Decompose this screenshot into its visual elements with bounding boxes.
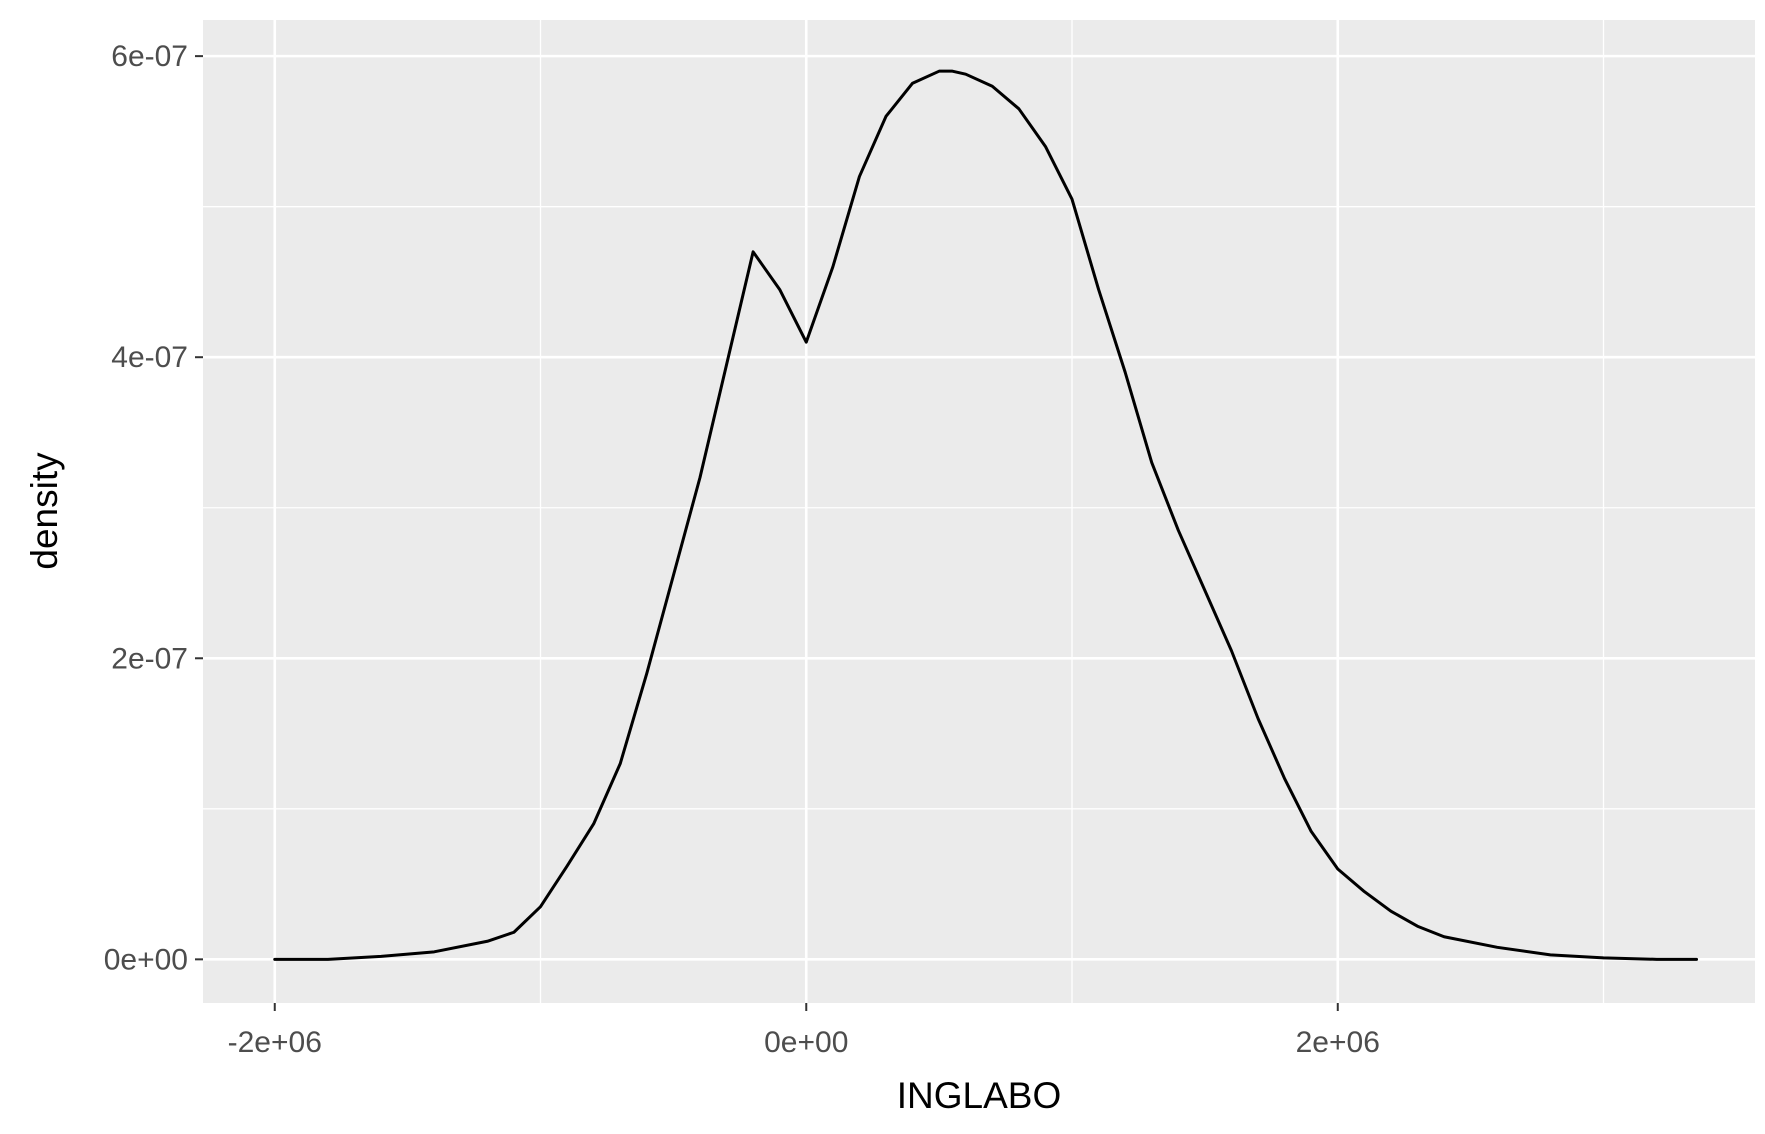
y-axis-tick-labels: 0e+00 2e-07 4e-07 6e-07 [104, 40, 188, 976]
minor-gridlines [203, 20, 1755, 1003]
y-tick-label: 4e-07 [111, 341, 188, 374]
major-gridlines [203, 20, 1755, 1003]
x-tick-label: 2e+06 [1296, 1026, 1380, 1059]
y-tick-label: 2e-07 [111, 642, 188, 675]
density-curve [273, 69, 1699, 961]
y-tick-label: 6e-07 [111, 40, 188, 73]
x-axis-tick-labels: -2e+06 0e+00 2e+06 [228, 1026, 1380, 1059]
x-tick-label: -2e+06 [228, 1026, 322, 1059]
x-tick-label: 0e+00 [764, 1026, 848, 1059]
y-axis-title: density [24, 452, 65, 570]
x-axis-title: INGLABO [897, 1075, 1062, 1116]
y-tick-label: 0e+00 [104, 943, 188, 976]
plot-panel [203, 20, 1755, 1003]
axis-ticks [195, 55, 1339, 1011]
